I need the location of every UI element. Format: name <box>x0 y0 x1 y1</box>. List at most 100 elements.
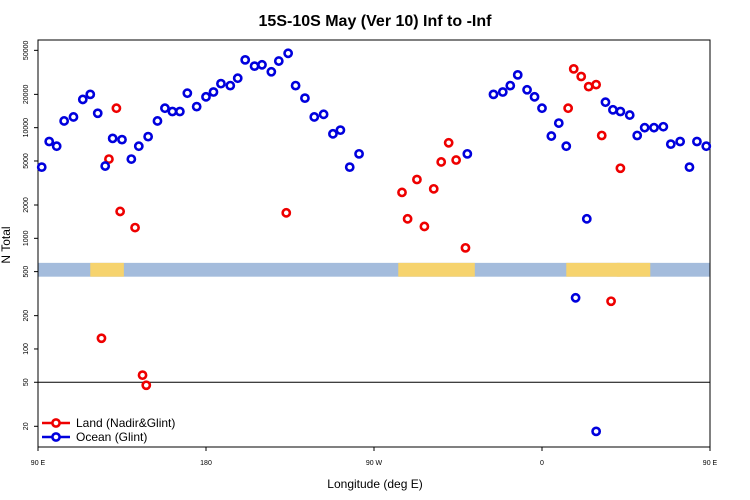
data-point <box>615 106 626 117</box>
data-point <box>522 84 532 95</box>
data-point <box>596 130 607 141</box>
data-point <box>615 163 626 174</box>
data-point <box>96 333 107 344</box>
data-point <box>436 157 447 167</box>
data-point <box>115 206 126 217</box>
data-point <box>354 148 364 159</box>
data-point <box>684 162 695 173</box>
y-tick-label: 20000 <box>23 85 30 105</box>
land-ocean-band <box>38 262 710 277</box>
data-point <box>658 121 669 132</box>
data-point <box>225 80 236 91</box>
data-point <box>570 292 581 303</box>
data-point <box>335 125 346 136</box>
x-tick-label: 90 E <box>703 460 718 467</box>
data-point <box>191 101 202 112</box>
data-point <box>419 221 430 232</box>
y-tick-label: 500 <box>23 266 30 278</box>
data-point <box>460 242 471 253</box>
data-point <box>182 88 193 99</box>
data-point <box>497 87 508 97</box>
legend-label: Land (Nadir&Glint) <box>76 416 175 430</box>
data-point <box>563 103 574 114</box>
data-point <box>624 110 635 120</box>
y-tick-label: 200 <box>23 310 30 322</box>
x-tick-label: 0 <box>540 460 544 467</box>
y-axis-label: N Total <box>0 226 13 263</box>
series-land <box>96 63 626 391</box>
data-point <box>309 112 320 122</box>
data-point <box>397 187 407 198</box>
legend: Land (Nadir&Glint)Ocean (Glint) <box>42 416 175 444</box>
y-tick-label: 50000 <box>23 40 30 60</box>
data-point <box>561 141 572 152</box>
data-point <box>505 80 516 91</box>
data-point <box>606 296 616 307</box>
data-point <box>257 59 267 70</box>
data-point <box>328 128 338 139</box>
x-tick-label: 90 W <box>366 460 383 467</box>
data-point <box>583 81 594 92</box>
data-point <box>111 103 122 114</box>
data-point <box>300 93 310 104</box>
data-point <box>581 213 592 224</box>
data-point <box>568 63 579 74</box>
data-point <box>152 116 163 126</box>
data-point <box>36 162 47 173</box>
data-point <box>632 130 643 141</box>
data-point <box>117 134 127 145</box>
data-point <box>104 154 114 164</box>
data-point <box>451 155 462 165</box>
y-tick-label: 2000 <box>23 197 30 213</box>
data-point <box>130 222 140 233</box>
data-point <box>240 54 251 65</box>
data-point <box>126 154 137 164</box>
data-point <box>529 91 540 102</box>
data-point <box>608 104 618 115</box>
data-point <box>141 380 152 391</box>
data-point <box>402 213 413 224</box>
data-point <box>167 106 178 117</box>
data-point <box>639 122 650 133</box>
data-point <box>51 141 62 152</box>
plot-area: 90 E 180 90 W 0 90 E 20 50 100 200 500 1000 2000 500… <box>23 39 718 467</box>
series-ocean <box>36 48 712 437</box>
data-point <box>318 109 329 120</box>
y-tick-label: 100 <box>23 343 30 355</box>
data-point <box>77 94 88 105</box>
legend-marker <box>51 418 61 428</box>
data-point <box>44 136 55 147</box>
data-point <box>160 103 170 114</box>
data-point <box>591 79 602 90</box>
y-tick-label: 50 <box>23 378 30 386</box>
y-tick-label: 10000 <box>23 118 30 138</box>
data-point <box>462 148 473 159</box>
x-axis-label: Longitude (deg E) <box>327 477 422 491</box>
data-point <box>273 56 284 66</box>
data-point <box>137 370 148 381</box>
data-point <box>665 139 676 150</box>
data-point <box>68 112 79 122</box>
y-tick-label: 20 <box>23 422 30 430</box>
data-point <box>344 162 355 173</box>
data-point <box>174 106 185 117</box>
data-point <box>412 174 422 185</box>
data-point <box>692 136 702 147</box>
data-point <box>443 137 454 148</box>
data-point <box>92 108 103 119</box>
legend-label: Ocean (Glint) <box>76 430 147 444</box>
legend-marker <box>51 432 61 442</box>
data-point <box>281 207 292 218</box>
x-tick-label: 180 <box>200 460 212 467</box>
data-point <box>85 89 96 100</box>
data-point <box>107 133 118 144</box>
land-band-segment <box>398 262 475 277</box>
data-point <box>488 89 499 100</box>
data-point <box>143 131 154 142</box>
data-point <box>201 91 211 102</box>
data-point <box>546 131 557 141</box>
data-point <box>283 48 294 59</box>
